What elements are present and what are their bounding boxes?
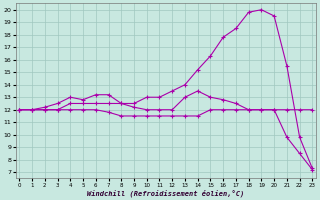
X-axis label: Windchill (Refroidissement éolien,°C): Windchill (Refroidissement éolien,°C)	[87, 189, 244, 197]
